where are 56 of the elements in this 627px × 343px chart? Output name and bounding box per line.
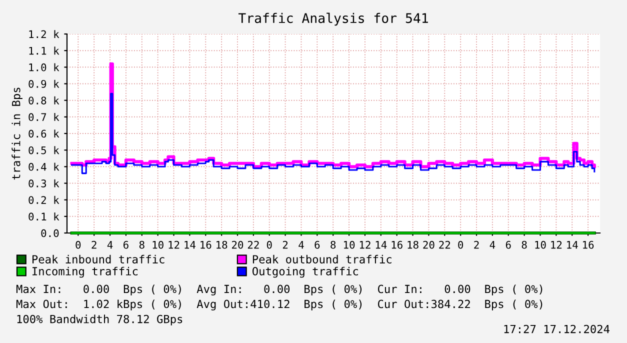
legend-label: Peak inbound traffic bbox=[32, 254, 164, 264]
y-tick-label: 0.9 k bbox=[28, 80, 60, 88]
text: 17:27 17.12.2024 bbox=[504, 324, 610, 334]
x-tick-label: 14 bbox=[567, 241, 578, 249]
x-tick-label: 0 bbox=[266, 240, 272, 249]
x-tick-label: 20 bbox=[423, 240, 434, 249]
x-tick-label: 10 bbox=[535, 240, 546, 249]
x-tick-label: 8 bbox=[522, 240, 527, 249]
x-tick-label: 12 bbox=[168, 240, 180, 249]
x-tick-label: 12 bbox=[551, 240, 562, 249]
y-tick-label: 0.2 k bbox=[28, 196, 60, 204]
y-tick-label: 0.8 k bbox=[28, 96, 60, 104]
y-tick-label: 1.2 k bbox=[29, 30, 60, 38]
text: Max Out: 1.02 kBps ( 0%) Avg Out:410.12 Bps ( 0%) Cur Out:384.22 Bps ( 0%) bbox=[16, 300, 542, 310]
x-tick-label: 16 bbox=[392, 240, 402, 249]
y-tick-label: 0.5 k bbox=[28, 146, 60, 154]
x-tick-label: 16 bbox=[583, 240, 594, 249]
x-tick-label: 2 bbox=[92, 240, 96, 249]
legend-label: Peak outbound traffic bbox=[252, 254, 392, 264]
x-tick-label: 2 bbox=[474, 240, 479, 249]
x-tick-label: 6 bbox=[124, 240, 128, 249]
x-tick-label: 0 bbox=[76, 240, 81, 249]
x-tick-label: 16 bbox=[200, 240, 212, 249]
x-tick-label: 6 bbox=[506, 240, 511, 249]
x-tick-label: 8 bbox=[330, 240, 336, 249]
x-tick-label: 22 bbox=[248, 240, 259, 249]
x-tick-label: 4 bbox=[490, 241, 496, 249]
y-tick-label: 0.1 k bbox=[28, 212, 60, 221]
y-tick-label: 1.1 k bbox=[29, 46, 60, 55]
x-tick-label: 10 bbox=[152, 240, 164, 249]
y-tick-label: 0.0 bbox=[41, 229, 59, 238]
y-axis-title: traffic in Bps bbox=[12, 88, 22, 180]
y-tick-label: 0.6 k bbox=[28, 130, 60, 138]
x-tick-label: 18 bbox=[408, 240, 418, 249]
legend-label: Incoming traffic bbox=[32, 266, 138, 278]
x-tick-label: 4 bbox=[107, 241, 113, 249]
x-tick-label: 20 bbox=[232, 240, 244, 249]
chart-title: Traffic Analysis for 541 bbox=[238, 12, 428, 26]
x-tick-label: 18 bbox=[216, 240, 228, 249]
x-tick-label: 8 bbox=[139, 240, 144, 249]
y-tick-label: 0.7 k bbox=[28, 112, 60, 122]
y-tick-label: 1.0 k bbox=[29, 63, 60, 72]
text: 100% Bandwidth 78.12 GBps bbox=[17, 314, 182, 326]
x-tick-label: 14 bbox=[184, 241, 196, 249]
y-tick-label: 0.3 k bbox=[28, 179, 60, 188]
text: Max In: 0.00 Bps ( 0%) Avg In: 0.00 Bps ( 0%) Cur In: 0.00 Bps ( 0%) bbox=[16, 284, 542, 296]
x-tick-label: 6 bbox=[314, 240, 320, 249]
x-tick-label: 0 bbox=[458, 240, 464, 249]
x-tick-label: 4 bbox=[298, 241, 304, 249]
x-tick-label: 12 bbox=[360, 240, 370, 249]
legend-label: Outgoing traffic bbox=[252, 266, 358, 278]
y-tick-label: 0.4 k bbox=[28, 162, 60, 171]
x-tick-label: 14 bbox=[376, 241, 387, 249]
x-tick-label: 10 bbox=[344, 240, 355, 249]
x-tick-label: 22 bbox=[439, 240, 450, 249]
x-tick-label: 2 bbox=[282, 240, 288, 249]
